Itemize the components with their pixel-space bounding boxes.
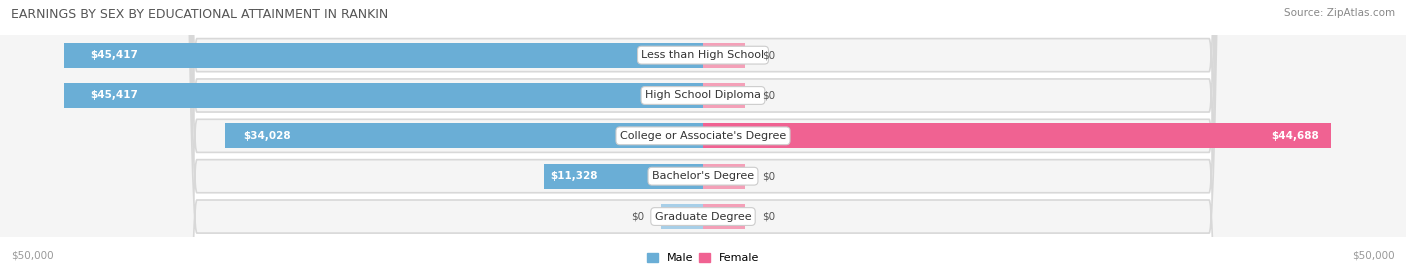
Text: $50,000: $50,000	[1353, 250, 1395, 261]
Bar	[65, 43, 703, 68]
Text: EARNINGS BY SEX BY EDUCATIONAL ATTAINMENT IN RANKIN: EARNINGS BY SEX BY EDUCATIONAL ATTAINMEN…	[11, 8, 388, 21]
Bar	[703, 123, 1331, 148]
Text: $34,028: $34,028	[243, 131, 291, 141]
Text: Less than High School: Less than High School	[641, 50, 765, 60]
Bar	[661, 204, 703, 229]
Text: $0: $0	[762, 50, 775, 60]
Text: $45,417: $45,417	[90, 50, 138, 60]
Bar	[703, 43, 745, 68]
Text: $0: $0	[762, 211, 775, 222]
Text: Bachelor's Degree: Bachelor's Degree	[652, 171, 754, 181]
Text: $44,688: $44,688	[1271, 131, 1319, 141]
Legend: Male, Female: Male, Female	[647, 253, 759, 263]
Text: High School Diploma: High School Diploma	[645, 90, 761, 101]
Text: College or Associate's Degree: College or Associate's Degree	[620, 131, 786, 141]
Text: $50,000: $50,000	[11, 250, 53, 261]
Text: $0: $0	[762, 171, 775, 181]
Bar	[703, 204, 745, 229]
Text: $11,328: $11,328	[550, 171, 598, 181]
Bar	[544, 164, 703, 189]
Bar	[703, 83, 745, 108]
Bar	[65, 83, 703, 108]
Text: Source: ZipAtlas.com: Source: ZipAtlas.com	[1284, 8, 1395, 18]
Bar	[225, 123, 703, 148]
Text: $0: $0	[631, 211, 644, 222]
Text: Graduate Degree: Graduate Degree	[655, 211, 751, 222]
Bar	[703, 164, 745, 189]
Text: $45,417: $45,417	[90, 90, 138, 101]
Text: $0: $0	[762, 90, 775, 101]
